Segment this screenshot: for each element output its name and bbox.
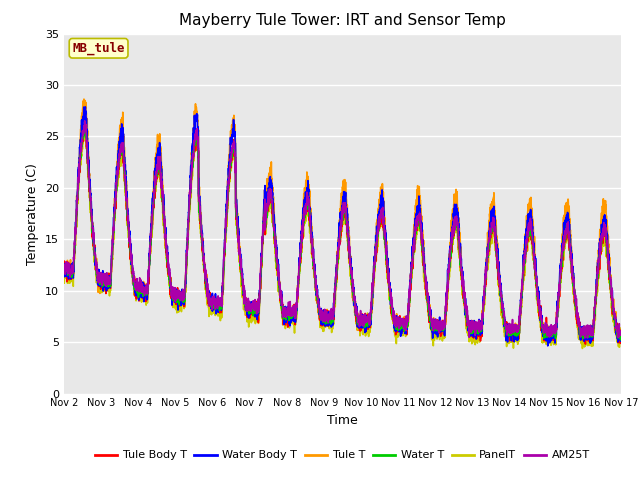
- Title: Mayberry Tule Tower: IRT and Sensor Temp: Mayberry Tule Tower: IRT and Sensor Temp: [179, 13, 506, 28]
- Y-axis label: Temperature (C): Temperature (C): [26, 163, 40, 264]
- Legend: Tule Body T, Water Body T, Tule T, Water T, PanelT, AM25T: Tule Body T, Water Body T, Tule T, Water…: [90, 446, 595, 465]
- Text: MB_tule: MB_tule: [72, 42, 125, 55]
- X-axis label: Time: Time: [327, 414, 358, 427]
